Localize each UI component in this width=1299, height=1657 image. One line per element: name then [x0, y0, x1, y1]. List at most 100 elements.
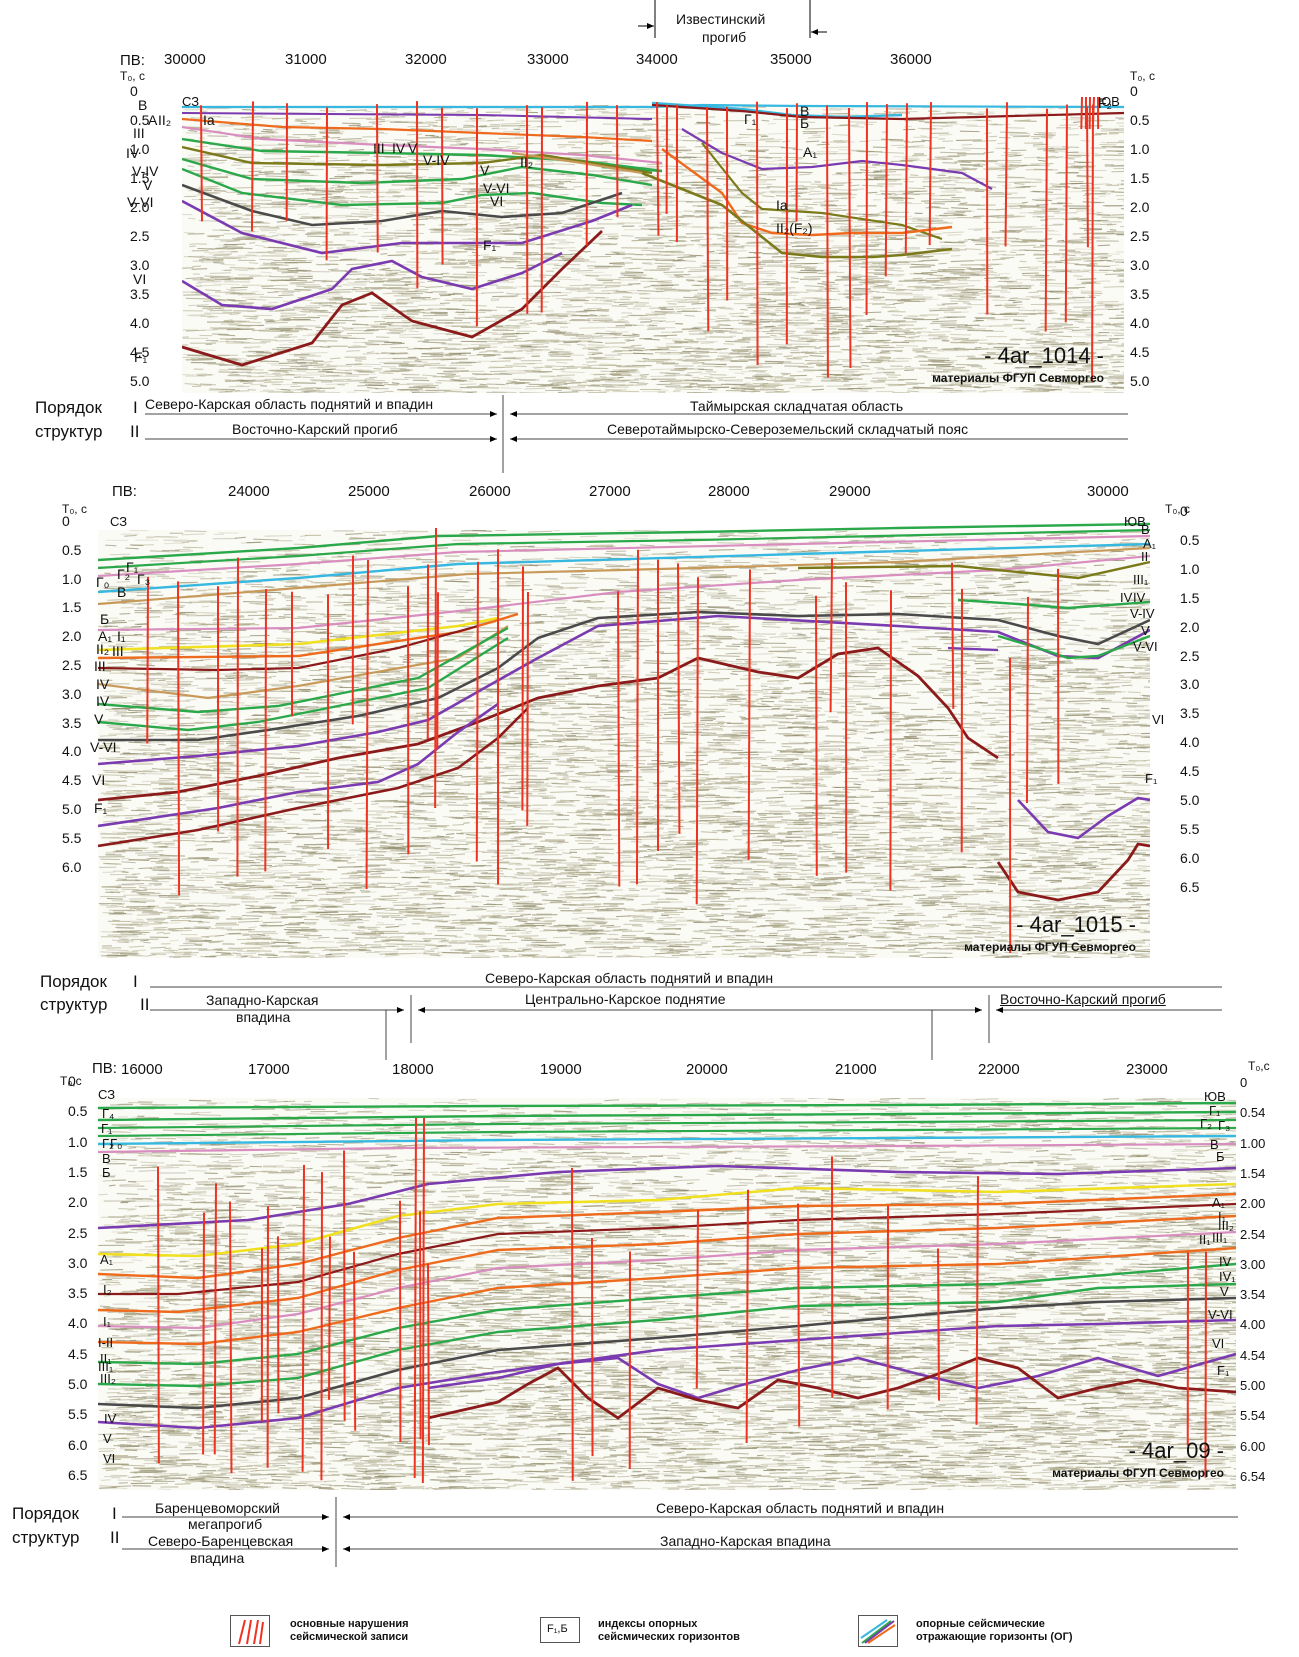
pv-axis-3: 16000 17000 18000 19000 20000 21000 22000 23000: [0, 1062, 1299, 1080]
horizon-index-label: V-VI: [483, 181, 509, 195]
legend-horizon-line2: отражающие горизонты (ОГ): [916, 1631, 1072, 1644]
fault-line: [928, 102, 932, 246]
structure-panel-3: Порядок I структур II Баренцевоморский м…: [0, 1497, 1299, 1577]
horizon-index-label: F₁: [94, 801, 107, 815]
structure-lines-2: [150, 986, 1222, 1043]
pv-tick-label: 18000: [392, 1062, 434, 1077]
horizon-I2: [98, 1182, 1236, 1258]
fault-line: [427, 1263, 430, 1446]
pv-tick-label: 24000: [228, 484, 270, 499]
time-tick-label: 0: [68, 1074, 76, 1088]
time-tick-label: 5.0: [130, 374, 149, 388]
region-row1-right: Таймырская складчатая область: [690, 399, 903, 413]
time-label-right-2: T₀, с: [1165, 503, 1190, 515]
time-axis-right-2: 0 0.5 1.0 1.5 2.0 2.5 3.0 3.5 4.0 4.5 5.0 5.5 6.0 6.5: [1150, 0, 1299, 1000]
region-row2-right: Восточно-Карский прогиб: [1000, 992, 1166, 1006]
fault-line: [1091, 104, 1094, 382]
horizon-V-IV: [997, 634, 1150, 660]
horizon-index-label: IV: [96, 694, 109, 708]
horizon-index-label: II₂: [520, 155, 533, 169]
depression-markers: [638, 0, 827, 38]
fault-line: [353, 1251, 357, 1431]
region-row1-left-2: мегапрогиб: [188, 1517, 262, 1531]
pv-tick-label: 17000: [248, 1062, 290, 1077]
horizon-III-right: [797, 560, 1150, 580]
time-tick-label: 2.5: [1130, 229, 1149, 243]
seismic-section-2: СЗ ЮВ - 4ar_1015 - материалы ФГУП Севмор…: [98, 508, 1150, 958]
time-tick-label: 1.5: [1130, 171, 1149, 185]
fault-line: [889, 590, 892, 891]
region-row1-left-1: Баренцевоморский: [155, 1501, 280, 1515]
fault-line: [213, 1183, 217, 1455]
fault-line: [635, 549, 639, 885]
profile-source: материалы ФГУП Севморгео: [932, 371, 1104, 385]
time-tick-label: 5.0: [1180, 793, 1199, 807]
fault-line: [264, 589, 267, 872]
fault-line: [1025, 596, 1029, 803]
seismic-texture: [182, 104, 1124, 393]
profile-stamp-1: - 4ar_1014 - материалы ФГУП Севморгео: [932, 343, 1104, 385]
fault-line: [797, 1203, 801, 1427]
profile-source: материалы ФГУП Севморгео: [1052, 1466, 1224, 1480]
horizon-Г0: [98, 1126, 1236, 1138]
index-box-icon: F₁,Б: [540, 1617, 580, 1643]
profile-source: материалы ФГУП Севморгео: [964, 940, 1136, 954]
seismic-section-3: СЗ ЮВ - 4ar_09 - материалы ФГУП Севморге…: [98, 1088, 1236, 1490]
order-roman-2: II: [140, 996, 149, 1013]
horizon-index-label: III₁: [1133, 573, 1148, 586]
fault-line: [343, 1150, 346, 1421]
pv-tick-label: 26000: [469, 484, 511, 499]
horizon-index-label: Г₄: [102, 1107, 114, 1120]
time-tick-label: 4.5: [1180, 764, 1199, 778]
time-label-left-3: T₀,с: [60, 1075, 82, 1087]
fault-line: [1080, 96, 1083, 130]
horizon-index-label: A₁: [100, 1253, 113, 1266]
time-label-left-2: T₀, с: [62, 503, 87, 515]
region-row2-left: Восточно-Карский прогиб: [232, 422, 398, 436]
horizon-index-label: V-VI: [1208, 1308, 1233, 1321]
horizon-III: [98, 625, 509, 700]
fault-line: [1044, 108, 1048, 332]
region-row1-right: Северо-Карская область поднятий и впадин: [656, 1501, 944, 1515]
horizon-VI: [182, 251, 563, 311]
region-row2-center: Центрально-Карское поднятие: [525, 992, 726, 1006]
time-tick-label: 4.5: [62, 773, 81, 787]
pv-label: ПВ:: [112, 484, 137, 499]
time-tick-label: 5.0: [62, 802, 81, 816]
time-tick-label: 3.0: [1180, 677, 1199, 691]
horizon-index-label: Г₃: [137, 572, 150, 586]
horizon-index-label: IV₁: [1219, 1270, 1236, 1283]
fault-line: [1204, 1251, 1207, 1478]
time-tick-label: 6.0: [62, 860, 81, 874]
time-tick-label: 1.54: [1240, 1167, 1265, 1180]
time-tick-label: 5.0: [1130, 374, 1149, 388]
horizon-index-label: B: [117, 585, 126, 599]
fault-line: [146, 576, 149, 744]
horizon-index-label: Г₀: [96, 575, 109, 589]
time-tick-label: 3.5: [68, 1286, 87, 1300]
horizon-index-label: F₂: [1098, 96, 1112, 110]
fault-line: [419, 1211, 422, 1440]
horizon-V: [98, 610, 1150, 742]
time-tick-label: 5.5: [68, 1407, 87, 1421]
horizon-index-label: A: [148, 113, 157, 127]
horizon-index-label: IV: [96, 677, 109, 691]
horizon-olive: [182, 145, 653, 175]
pv-tick-label: 36000: [890, 52, 932, 67]
time-tick-label: 5.54: [1240, 1409, 1265, 1422]
horizon-V: [182, 167, 643, 207]
fault-line: [328, 1236, 331, 1400]
struct-label: структур: [12, 1529, 79, 1546]
pv-tick-label: 29000: [829, 484, 871, 499]
time-label-right-1: T₀, с: [1130, 70, 1155, 82]
horizon-III: [182, 125, 663, 165]
horizon-V-VI: [182, 183, 623, 227]
legend-index-line2: сейсмических горизонтов: [598, 1631, 740, 1644]
time-tick-label: 3.5: [130, 287, 149, 301]
horizon-B: [98, 542, 1150, 594]
horizon-tan: [98, 546, 1150, 606]
horizon-index-label: III: [112, 644, 124, 658]
horizon-index-label: VI: [103, 1452, 115, 1465]
horizon-A: [182, 112, 653, 120]
horizon-index-label: Г₁: [1209, 1104, 1220, 1117]
